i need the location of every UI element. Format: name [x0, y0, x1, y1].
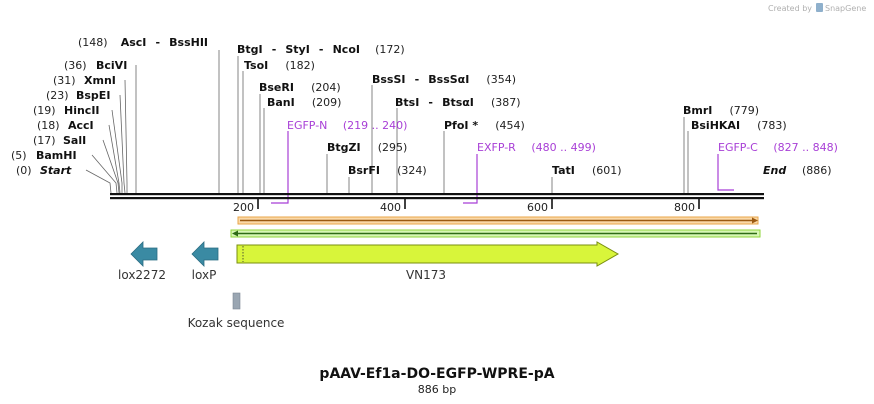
site-bsihkai: BsiHKAI (783)	[691, 114, 787, 133]
site-position: (23)	[46, 89, 69, 102]
site-name: HincII	[64, 104, 100, 117]
site-btgi-styi-ncoi: BtgI - StyI - NcoI (172)	[237, 38, 405, 57]
tick-marks: 200 400 600 800	[233, 199, 700, 214]
feature-label-lox2272: lox2272	[118, 268, 166, 282]
left-sites: (5) BamHI (17) SalI (18) AccI (19) HincI…	[11, 59, 127, 162]
loxp-arrow	[191, 241, 219, 267]
map-subtitle: 886 bp	[418, 383, 456, 396]
lox2272-arrow	[130, 241, 158, 267]
site-name: BamHI	[36, 149, 77, 162]
kozak-sequence-box	[232, 292, 241, 310]
site-tati: TatI (601)	[552, 159, 622, 178]
vn173-arrow	[236, 241, 620, 267]
site-tsoi: TsoI (182)	[244, 54, 315, 73]
brand-text: SnapGene	[825, 4, 866, 13]
primer-exfp-r: EXFP-R (480 .. 499)	[477, 141, 596, 154]
start-label: Start	[40, 164, 72, 177]
site-position: (5)	[11, 149, 27, 162]
site-name: BciVI	[96, 59, 127, 72]
map-title: pAAV-Ef1a-DO-EGFP-WPRE-pA	[319, 366, 554, 382]
site-ascI-bsshii: (148) AscI - BssHII	[78, 31, 208, 50]
site-position: (19)	[33, 104, 56, 117]
end-label: End	[763, 164, 786, 177]
feature-label-loxp: loxP	[192, 268, 217, 282]
site-bsssi: BssSI - BssSαI (354)	[372, 68, 516, 87]
orf-forward	[237, 216, 759, 225]
site-name: XmnI	[84, 74, 116, 87]
site-name: AccI	[68, 119, 94, 132]
site-bani: BanI (209)	[267, 91, 341, 110]
site-bsrfi: BsrFI (324)	[348, 159, 427, 178]
tick-label: 600	[527, 201, 548, 214]
primer-egfp-n: EGFP-N (219 .. 240)	[287, 119, 407, 132]
site-position: (18)	[37, 119, 60, 132]
sequence-backbone	[110, 193, 764, 200]
site-position: (31)	[53, 74, 76, 87]
feature-label-kozak: Kozak sequence	[188, 316, 285, 330]
tick-label: 400	[380, 201, 401, 214]
cut-site-lines	[85, 50, 689, 194]
primer-lines	[271, 131, 734, 204]
start-position: (0)	[16, 164, 32, 177]
tick-label: 800	[674, 201, 695, 214]
site-position: (36)	[64, 59, 87, 72]
credit-text: Created by	[768, 4, 812, 13]
site-name: SalI	[63, 134, 86, 147]
site-name: BspEI	[76, 89, 110, 102]
site-bmri: BmrI (779)	[683, 99, 759, 118]
end-position: (886)	[802, 164, 832, 177]
site-btsi: BtsI - BtsαI (387)	[395, 91, 521, 110]
site-pfoi: PfoI * (454)	[444, 114, 525, 133]
tick-label: 200	[233, 201, 254, 214]
site-bseri: BseRI (204)	[259, 76, 341, 95]
site-btgzi: BtgZI (295)	[327, 136, 407, 155]
feature-label-vn173: VN173	[406, 268, 446, 282]
site-position: (17)	[33, 134, 56, 147]
snapgene-logo: SnapGene	[816, 3, 866, 13]
orf-reverse	[230, 229, 761, 238]
primer-egfp-c: EGFP-C (827 .. 848)	[718, 141, 838, 154]
snapgene-icon	[816, 3, 823, 12]
